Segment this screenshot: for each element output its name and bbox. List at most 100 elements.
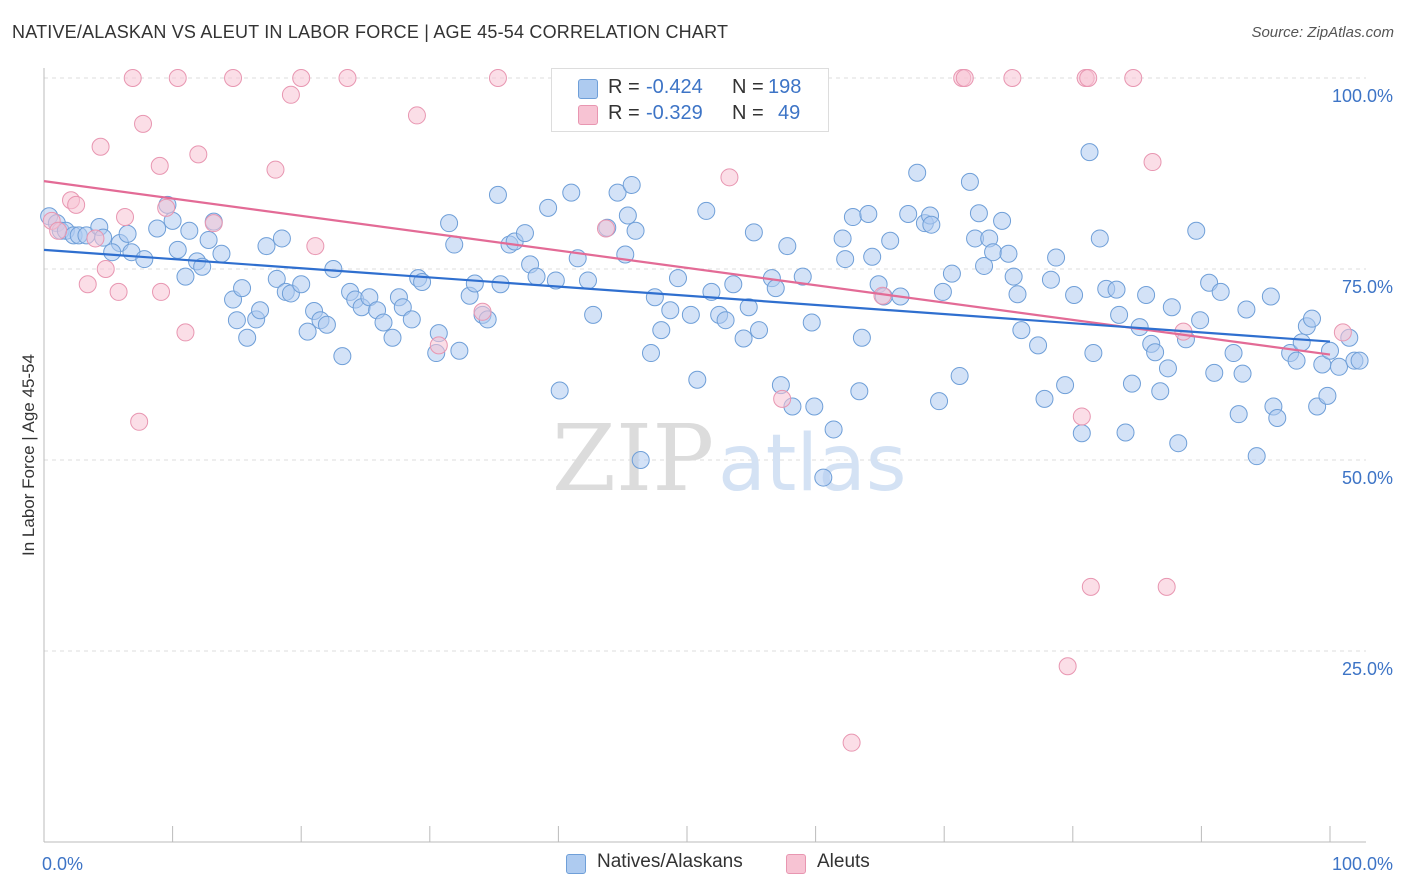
data-point-native (1302, 309, 1321, 328)
data-point-native (148, 219, 167, 238)
data-point-native (1187, 221, 1206, 240)
data-point-aleut (96, 260, 115, 278)
data-point-native (440, 214, 459, 233)
data-point-aleut (338, 69, 357, 87)
data-point-native (1268, 408, 1287, 427)
data-point-aleut (157, 198, 176, 217)
data-point-native (942, 264, 961, 283)
data-point-native (1287, 351, 1306, 370)
data-point-native (652, 321, 671, 340)
data-point-aleut (1079, 69, 1098, 87)
data-point-native (292, 275, 311, 294)
data-point-aleut (49, 221, 68, 240)
data-point-native (622, 175, 641, 194)
data-point-aleut (773, 389, 792, 408)
data-point-aleut (292, 69, 311, 87)
data-point-native (393, 298, 412, 317)
data-point-native (1151, 382, 1170, 401)
data-point-native (333, 347, 352, 366)
data-point-native (212, 244, 231, 263)
data-point-native (824, 420, 843, 439)
data-point-native (1191, 311, 1210, 330)
trend-line-natives (43, 248, 1331, 343)
data-point-native (1035, 389, 1054, 408)
data-point-aleut (78, 275, 97, 294)
data-point-native (950, 366, 969, 385)
watermark: ZIP atlas (552, 405, 907, 512)
data-point-native (1292, 333, 1311, 352)
data-point-aleut (488, 69, 507, 87)
data-point-native (1110, 305, 1129, 324)
data-point-native (257, 237, 276, 256)
data-point-native (975, 256, 994, 275)
y-tick-labels: 25.0% 50.0% 75.0% 100.0% (1332, 86, 1393, 679)
data-point-aleut (1072, 407, 1091, 426)
data-point-native (527, 267, 546, 286)
data-point-aleut (1157, 577, 1176, 596)
x-tick-label: 0.0% (42, 854, 83, 874)
data-point-native (402, 310, 421, 329)
data-point-native (641, 344, 660, 363)
data-point-aleut (134, 114, 153, 133)
data-point-aleut (116, 208, 135, 227)
data-point-native (168, 240, 187, 259)
data-point-native (324, 260, 343, 278)
data-point-aleut (168, 69, 187, 87)
data-point-native (1169, 434, 1188, 453)
data-point-native (199, 230, 218, 249)
data-point-native (251, 301, 270, 320)
data-point-native (1146, 343, 1165, 362)
data-point-native (750, 321, 769, 340)
data-point-native (1237, 300, 1256, 319)
data-point-aleut (720, 168, 739, 187)
data-point-native (1090, 229, 1109, 248)
data-point-native (681, 305, 700, 324)
data-point-native (562, 183, 581, 202)
data-point-native (993, 211, 1012, 230)
y-axis-title: In Labor Force | Age 45-54 (19, 354, 38, 556)
data-point-native (445, 235, 464, 254)
natives-swatch (578, 79, 598, 99)
data-point-native (922, 215, 941, 234)
data-point-native (1330, 357, 1349, 376)
watermark-atlas: atlas (718, 419, 907, 509)
y-tick-label: 25.0% (1342, 659, 1393, 679)
data-point-native (1008, 285, 1027, 304)
data-point-native (1350, 351, 1369, 370)
data-point-native (697, 201, 716, 220)
data-point-native (881, 231, 900, 250)
data-point-native (180, 221, 199, 240)
data-point-aleut (109, 282, 128, 301)
data-point-native (1084, 344, 1103, 363)
data-point-native (1158, 359, 1177, 378)
x-tick-labels: 0.0% 100.0% (42, 854, 1393, 874)
data-point-native (176, 267, 195, 286)
data-point-aleut (1058, 657, 1077, 676)
data-point-aleut (123, 69, 142, 87)
data-point-native (744, 223, 763, 242)
data-point-aleut (1333, 323, 1352, 342)
data-point-native (103, 243, 122, 262)
data-point-aleut (266, 160, 285, 179)
data-point-native (1321, 341, 1339, 360)
data-point-native (863, 247, 882, 266)
legend-aleuts-swatch (786, 854, 806, 874)
data-point-native (969, 204, 988, 223)
stats-row-natives: R = -0.424 N = 198 (574, 76, 814, 100)
data-point-native (1029, 336, 1048, 355)
data-point-native (933, 282, 952, 301)
data-point-native (1107, 280, 1126, 299)
data-point-native (1012, 321, 1031, 340)
trend-lines (43, 180, 1331, 356)
data-point-native (908, 163, 927, 182)
data-point-native (1041, 270, 1060, 289)
data-point-native (859, 204, 878, 223)
data-point-native (1072, 424, 1091, 443)
y-tick-label: 50.0% (1342, 468, 1393, 488)
data-point-native (546, 271, 565, 290)
data-point-aleut (150, 156, 169, 175)
data-point-native (465, 274, 484, 293)
data-point-native (852, 328, 871, 347)
data-point-native (1162, 298, 1181, 317)
